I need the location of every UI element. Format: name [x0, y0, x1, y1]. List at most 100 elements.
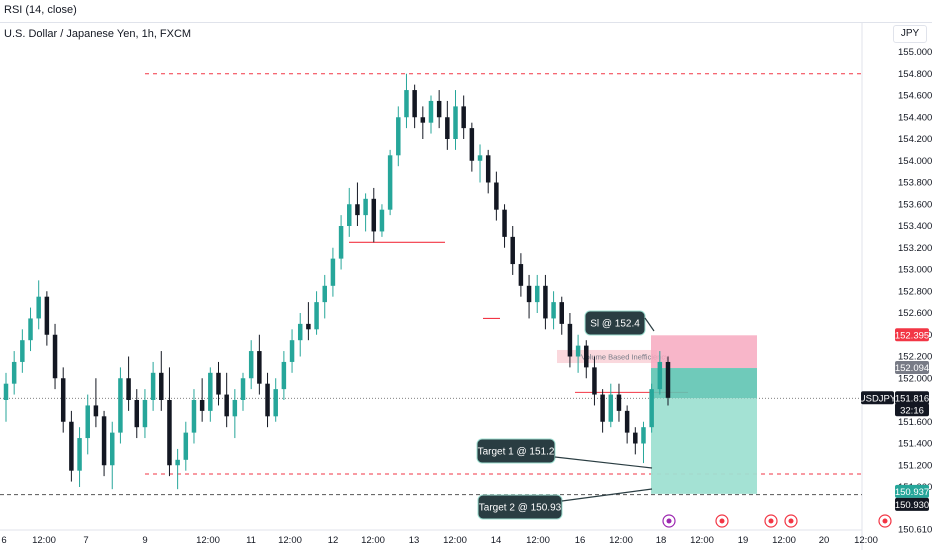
candle-body[interactable] — [396, 117, 401, 156]
candle-body[interactable] — [575, 345, 581, 357]
candle-body[interactable] — [199, 400, 205, 411]
candle-body[interactable] — [363, 198, 368, 216]
candle-body[interactable] — [559, 302, 565, 324]
candle-body[interactable] — [52, 334, 58, 379]
candle-body[interactable] — [273, 389, 278, 417]
candle-body[interactable] — [347, 204, 352, 226]
us-flag-event-icon[interactable] — [764, 514, 778, 528]
candle-body[interactable] — [297, 323, 303, 341]
candle-body[interactable] — [232, 400, 238, 417]
candle-body[interactable] — [412, 90, 417, 118]
candle-body[interactable] — [281, 361, 287, 390]
candle-body[interactable] — [101, 416, 107, 466]
candle-body[interactable] — [150, 372, 156, 400]
candle-body[interactable] — [616, 394, 622, 411]
candle-body[interactable] — [404, 90, 409, 118]
candle-body[interactable] — [289, 340, 295, 362]
candle-body[interactable] — [649, 389, 654, 428]
candle-body[interactable] — [306, 323, 311, 330]
candle-body[interactable] — [485, 155, 491, 183]
target-price-tag[interactable]: 150.937 — [895, 484, 929, 498]
candle-body[interactable] — [109, 432, 115, 466]
candle-body[interactable] — [265, 383, 270, 417]
candle-body[interactable] — [371, 198, 377, 232]
candle-body[interactable] — [20, 340, 25, 362]
candle-body[interactable] — [453, 106, 458, 139]
candle-body[interactable] — [624, 410, 630, 433]
candle-body[interactable] — [126, 378, 131, 400]
candle-body[interactable] — [534, 285, 540, 303]
candle-body[interactable] — [208, 372, 213, 411]
candle-body[interactable] — [469, 128, 475, 161]
candle-body[interactable] — [60, 378, 66, 422]
candle-body[interactable] — [191, 400, 197, 433]
candle-body[interactable] — [240, 378, 246, 400]
candle-body[interactable] — [69, 421, 74, 471]
candle-body[interactable] — [420, 117, 426, 123]
entry-price-tag[interactable]: 152.094 — [895, 361, 929, 375]
target-event-icon[interactable] — [878, 514, 892, 528]
candle-body[interactable] — [44, 296, 50, 335]
candle-body[interactable] — [28, 318, 33, 341]
candle-body[interactable] — [3, 383, 9, 400]
us-flag-event-icon[interactable] — [784, 514, 798, 528]
candle-body[interactable] — [494, 182, 499, 210]
candle-body[interactable] — [118, 378, 123, 433]
candle-body[interactable] — [543, 285, 548, 319]
target2-callout[interactable]: Target 2 @ 150.93 — [477, 494, 563, 520]
candle-body[interactable] — [445, 117, 450, 139]
candle-body[interactable] — [428, 100, 434, 123]
inefficiency-zone[interactable] — [557, 349, 657, 364]
candle-body[interactable] — [502, 209, 507, 237]
candle-body[interactable] — [36, 296, 41, 319]
candle-body[interactable] — [355, 204, 360, 216]
candle-body[interactable] — [510, 236, 515, 265]
take-profit-zone[interactable] — [651, 398, 757, 494]
candle-body[interactable] — [224, 394, 229, 417]
candle-body[interactable] — [641, 427, 646, 444]
candle-body[interactable] — [183, 432, 189, 460]
candle-body[interactable] — [592, 367, 597, 395]
candle-body[interactable] — [77, 438, 82, 471]
candle-body[interactable] — [567, 323, 573, 357]
level-price-tag[interactable]: 150.930 — [895, 497, 929, 511]
countdown-tag[interactable]: 32:16 — [895, 403, 929, 417]
candle-body[interactable] — [600, 394, 605, 422]
target-event-icon[interactable] — [715, 514, 729, 528]
candle-body[interactable] — [608, 394, 614, 422]
candle-body[interactable] — [322, 285, 327, 303]
candle-body[interactable] — [518, 264, 524, 286]
candle-body[interactable] — [11, 361, 17, 384]
symbol-price-tag[interactable]: USDJPY — [859, 391, 897, 405]
candle-body[interactable] — [142, 400, 148, 428]
candle-body[interactable] — [175, 459, 180, 466]
candle-body[interactable] — [314, 302, 319, 330]
candle-body[interactable] — [330, 258, 336, 286]
candle-body[interactable] — [551, 302, 556, 319]
last-price-tag[interactable]: 151.816 — [895, 391, 929, 405]
candle-body[interactable] — [257, 351, 262, 384]
candle-body[interactable] — [216, 372, 221, 395]
candle-body[interactable] — [477, 155, 483, 161]
candle-body[interactable] — [167, 400, 172, 466]
candle-body[interactable] — [584, 345, 589, 368]
candle-body[interactable] — [85, 405, 90, 439]
candle-body[interactable] — [134, 400, 140, 428]
candle-body[interactable] — [526, 285, 532, 303]
lightning-event-icon[interactable] — [662, 514, 676, 528]
candle-body[interactable] — [93, 405, 99, 417]
candle-body[interactable] — [633, 432, 638, 444]
candle-body[interactable] — [436, 100, 442, 118]
candle-body[interactable] — [248, 351, 254, 379]
candle-body[interactable] — [461, 106, 466, 129]
rsi-indicator-label[interactable]: RSI (14, close) — [4, 4, 77, 16]
candle-body[interactable] — [159, 372, 164, 400]
candle-body[interactable] — [665, 361, 671, 398]
candle-body[interactable] — [657, 361, 663, 390]
stop-loss-callout[interactable]: Sl @ 152.4 — [584, 310, 646, 336]
candle-body[interactable] — [387, 155, 393, 210]
candle-body[interactable] — [379, 209, 385, 232]
currency-button[interactable]: JPY — [893, 25, 927, 43]
stop-loss-price-tag[interactable]: 152.395 — [895, 328, 929, 342]
